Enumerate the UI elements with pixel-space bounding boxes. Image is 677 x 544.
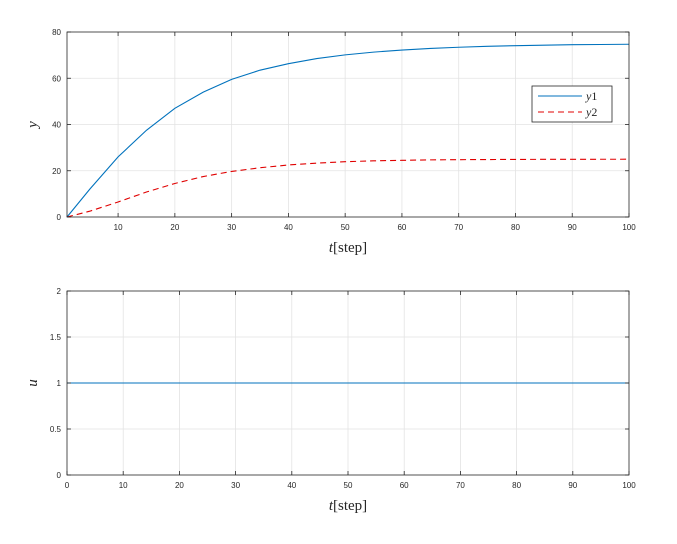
legend-label-y2: y2 bbox=[585, 105, 597, 119]
y-tick-label: 1.5 bbox=[50, 333, 62, 342]
legend-label-y1: y1 bbox=[585, 89, 597, 103]
series-line-y2 bbox=[66, 158, 630, 218]
legend-label-variable: y bbox=[585, 89, 592, 103]
x-axis-label-unit: [step] bbox=[333, 498, 367, 514]
x-tick-label: 0 bbox=[65, 481, 70, 490]
x-tick-label: 80 bbox=[512, 481, 521, 490]
x-axis-label-unit: [step] bbox=[333, 240, 367, 256]
x-tick-label: 30 bbox=[231, 481, 240, 490]
x-axis-label: t[step] bbox=[329, 240, 367, 256]
y-tick-label: 0.5 bbox=[50, 425, 62, 434]
y-tick-label: 0 bbox=[57, 213, 62, 222]
x-tick-label: 40 bbox=[284, 223, 293, 232]
series-line-y1 bbox=[66, 43, 630, 218]
y-axis-label: y bbox=[25, 121, 41, 130]
legend-box bbox=[531, 85, 613, 123]
legend-label-index: 1 bbox=[591, 89, 597, 103]
x-tick-label: 60 bbox=[400, 481, 409, 490]
x-tick-label: 20 bbox=[170, 223, 179, 232]
y-tick-label: 2 bbox=[57, 287, 62, 296]
y-tick-label: 60 bbox=[52, 74, 61, 83]
x-tick-label: 40 bbox=[287, 481, 296, 490]
x-tick-label: 30 bbox=[227, 223, 236, 232]
x-tick-label: 80 bbox=[511, 223, 520, 232]
legend-label-variable: y bbox=[585, 105, 592, 119]
x-tick-label: 10 bbox=[119, 481, 128, 490]
y-axis-label: u bbox=[25, 379, 41, 387]
y-tick-label: 20 bbox=[52, 167, 61, 176]
x-axis-label-variable: t bbox=[329, 240, 334, 256]
x-tick-label: 90 bbox=[568, 481, 577, 490]
x-tick-label: 50 bbox=[341, 223, 350, 232]
x-tick-label: 50 bbox=[344, 481, 353, 490]
x-tick-label: 60 bbox=[397, 223, 406, 232]
x-tick-label: 90 bbox=[568, 223, 577, 232]
legend-label-index: 2 bbox=[591, 105, 597, 119]
x-tick-label: 20 bbox=[175, 481, 184, 490]
x-tick-label: 100 bbox=[622, 223, 636, 232]
input-plot: 0 10 20 30 40 50 60 70 80 90 100 0 0.5 1 1.5 2 t[step] u bbox=[25, 287, 636, 514]
x-axis-label: t[step] bbox=[329, 498, 367, 514]
y-tick-label: 80 bbox=[52, 28, 61, 37]
output-plot: 10 20 30 40 50 60 70 80 90 100020406080t[step]yy1… bbox=[25, 28, 636, 256]
y-tick-label: 1 bbox=[57, 379, 62, 388]
x-tick-label: 100 bbox=[622, 481, 636, 490]
y-tick-label: 40 bbox=[52, 121, 61, 130]
x-axis-label-variable: t bbox=[329, 498, 334, 514]
x-tick-label: 70 bbox=[456, 481, 465, 490]
x-tick-label: 10 bbox=[114, 223, 123, 232]
x-tick-label: 70 bbox=[454, 223, 463, 232]
y-tick-label: 0 bbox=[57, 471, 62, 480]
